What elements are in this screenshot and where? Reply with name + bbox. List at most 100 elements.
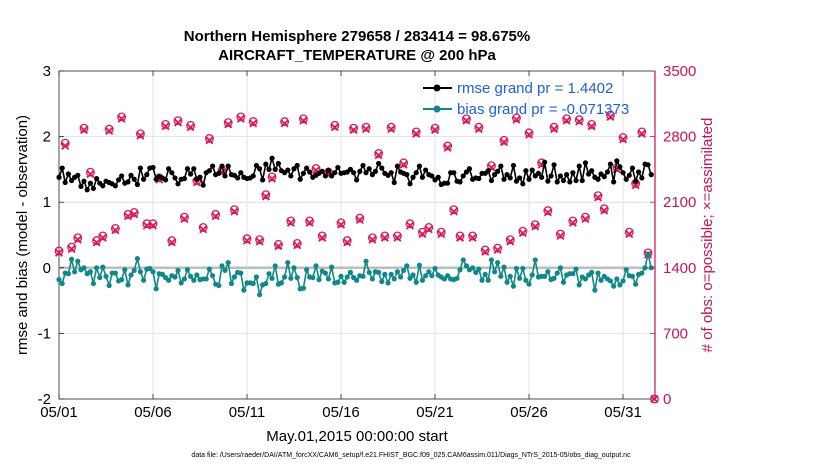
rmse-point	[81, 178, 87, 184]
bias-point	[629, 273, 636, 279]
rmse-point	[582, 160, 589, 166]
obs-assimilated-point	[274, 242, 283, 251]
bias-point	[112, 270, 119, 276]
obs-assimilated-point	[393, 233, 402, 242]
rmse-point	[407, 181, 413, 187]
y-right-tick-label: 0	[663, 391, 671, 408]
obs-assimilated-point	[136, 131, 145, 140]
rmse-point	[526, 176, 532, 182]
y-right-tick-label: 2100	[663, 194, 696, 211]
obs-possible-point	[186, 120, 196, 130]
obs-assimilated-point	[67, 245, 76, 254]
obs-assimilated-point	[587, 122, 596, 131]
rmse-point	[601, 174, 607, 180]
obs-assimilated-point	[167, 238, 176, 247]
obs-assimilated-point	[173, 118, 183, 127]
bias-point	[106, 282, 112, 289]
bias-point	[125, 282, 131, 288]
obs-possible-point	[330, 120, 340, 130]
rmse-point	[617, 164, 623, 170]
rmse-point	[94, 175, 100, 182]
obs-assimilated-point	[556, 231, 565, 240]
bias-point	[413, 279, 419, 285]
bias-point	[68, 256, 75, 262]
bias-point	[398, 274, 404, 280]
rmse-point	[485, 168, 491, 174]
obs-assimilated-point	[600, 206, 609, 215]
bias-point	[441, 276, 448, 282]
rmse-point	[413, 170, 419, 176]
rmse-point	[423, 167, 429, 173]
obs-assimilated-point	[424, 225, 433, 234]
obs-possible-point	[273, 239, 283, 249]
obs-possible-point	[580, 212, 590, 222]
obs-assimilated-point	[550, 125, 559, 134]
bias-point	[181, 276, 188, 282]
obs-possible-point	[179, 212, 189, 222]
obs-possible-point	[593, 191, 603, 201]
obs-possible-point	[305, 216, 315, 226]
obs-assimilated-point	[286, 218, 295, 227]
obs-possible-point	[229, 205, 239, 215]
rmse-point	[216, 170, 222, 176]
bias-point	[72, 269, 78, 275]
obs-assimilated-point	[299, 116, 308, 125]
obs-assimilated-point	[380, 233, 389, 242]
rmse-point	[463, 169, 470, 175]
bias-point	[294, 275, 300, 281]
obs-assimilated-point	[361, 125, 371, 134]
obs-assimilated-point	[305, 218, 314, 227]
bias-point	[457, 267, 463, 273]
bias-point	[325, 276, 332, 282]
rmse-point	[419, 174, 426, 180]
obs-assimilated-point	[98, 233, 107, 242]
bias-point	[382, 271, 388, 277]
rmse-point	[119, 173, 125, 179]
obs-possible-point	[524, 128, 534, 138]
rmse-point	[614, 158, 620, 164]
obs-assimilated-point	[518, 229, 527, 238]
bias-point	[288, 275, 294, 281]
obs-possible-point	[280, 117, 290, 127]
bias-point	[313, 263, 319, 269]
rmse-point	[435, 174, 441, 180]
obs-assimilated-point	[455, 233, 465, 242]
obs-assimilated-point	[405, 221, 415, 230]
bias-point	[385, 280, 391, 286]
obs-assimilated-point	[186, 123, 195, 132]
rmse-point	[285, 167, 291, 173]
obs-possible-point	[161, 119, 171, 129]
bias-point	[344, 274, 350, 280]
rmse-point	[620, 170, 626, 176]
bias-point	[551, 275, 557, 281]
obs-assimilated-point	[86, 170, 95, 179]
bias-point	[363, 258, 369, 264]
bias-point	[134, 256, 141, 262]
obs-assimilated-point	[474, 125, 483, 134]
rmse-point	[607, 161, 614, 167]
obs-possible-point	[73, 233, 83, 243]
bias-point	[241, 287, 247, 293]
obs-assimilated-point	[73, 235, 82, 244]
bias-point	[617, 282, 623, 288]
obs-possible-point	[430, 123, 440, 133]
rmse-point	[513, 178, 520, 184]
obs-possible-point	[587, 119, 597, 129]
rmse-point	[520, 181, 526, 187]
obs-possible-point	[355, 213, 365, 223]
legend-bias-label: bias grand pr = -0.071373	[457, 101, 629, 118]
bias-point	[335, 279, 341, 285]
bias-point	[90, 280, 97, 287]
rmse-point	[504, 172, 510, 178]
bias-point	[369, 276, 376, 282]
rmse-point	[219, 163, 225, 169]
obs-possible-point	[267, 172, 277, 182]
bias-point	[573, 266, 579, 272]
obs-assimilated-point	[368, 235, 377, 244]
rmse-point	[604, 169, 611, 175]
obs-assimilated-point	[443, 143, 452, 152]
bias-point	[147, 265, 153, 272]
rmse-point	[112, 183, 119, 189]
obs-assimilated-point	[568, 218, 577, 227]
bias-point	[250, 280, 256, 287]
